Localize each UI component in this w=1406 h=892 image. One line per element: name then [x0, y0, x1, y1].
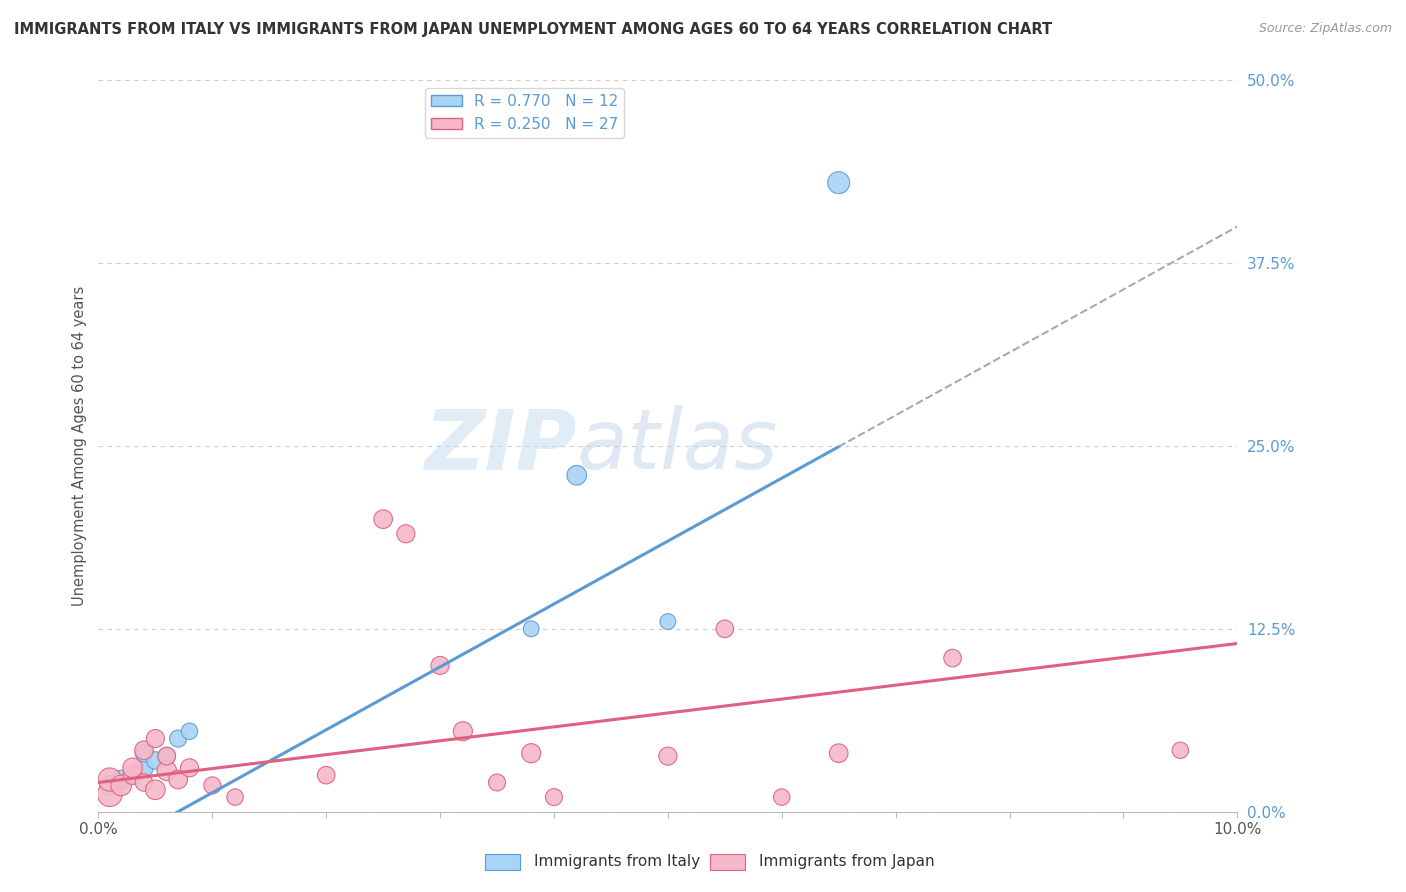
Point — [98, 778, 121, 792]
Point — [145, 754, 167, 768]
Point — [98, 787, 121, 801]
Text: Immigrants from Italy: Immigrants from Italy — [534, 855, 700, 869]
Point — [828, 176, 851, 190]
Point — [520, 622, 543, 636]
Point — [132, 761, 155, 775]
Point — [657, 749, 679, 764]
Point — [145, 731, 167, 746]
Point — [201, 778, 224, 792]
Point — [429, 658, 451, 673]
Point — [828, 746, 851, 760]
Point — [145, 782, 167, 797]
Point — [486, 775, 509, 789]
Text: ZIP: ZIP — [425, 406, 576, 486]
Text: Source: ZipAtlas.com: Source: ZipAtlas.com — [1258, 22, 1392, 36]
Point — [156, 749, 179, 764]
Point — [179, 724, 201, 739]
Point — [179, 761, 201, 775]
Point — [132, 743, 155, 757]
Point — [121, 768, 143, 782]
Point — [132, 746, 155, 760]
Point — [156, 764, 179, 778]
Point — [770, 790, 793, 805]
Text: atlas: atlas — [576, 406, 779, 486]
Point — [121, 768, 143, 782]
Point — [942, 651, 965, 665]
Text: IMMIGRANTS FROM ITALY VS IMMIGRANTS FROM JAPAN UNEMPLOYMENT AMONG AGES 60 TO 64 : IMMIGRANTS FROM ITALY VS IMMIGRANTS FROM… — [14, 22, 1052, 37]
Point — [520, 746, 543, 760]
Point — [167, 731, 190, 746]
Point — [167, 772, 190, 787]
Point — [121, 761, 143, 775]
Text: Immigrants from Japan: Immigrants from Japan — [759, 855, 935, 869]
Point — [315, 768, 337, 782]
Point — [110, 778, 132, 792]
Point — [224, 790, 246, 805]
Y-axis label: Unemployment Among Ages 60 to 64 years: Unemployment Among Ages 60 to 64 years — [72, 285, 87, 607]
Point — [156, 749, 179, 764]
Point — [1170, 743, 1192, 757]
Point — [565, 468, 588, 483]
Legend: R = 0.770   N = 12, R = 0.250   N = 27: R = 0.770 N = 12, R = 0.250 N = 27 — [425, 88, 624, 137]
Point — [657, 615, 679, 629]
Point — [395, 526, 418, 541]
Point — [110, 772, 132, 787]
Point — [714, 622, 737, 636]
Point — [451, 724, 474, 739]
Point — [543, 790, 565, 805]
Point — [132, 775, 155, 789]
Point — [98, 772, 121, 787]
Point — [373, 512, 395, 526]
